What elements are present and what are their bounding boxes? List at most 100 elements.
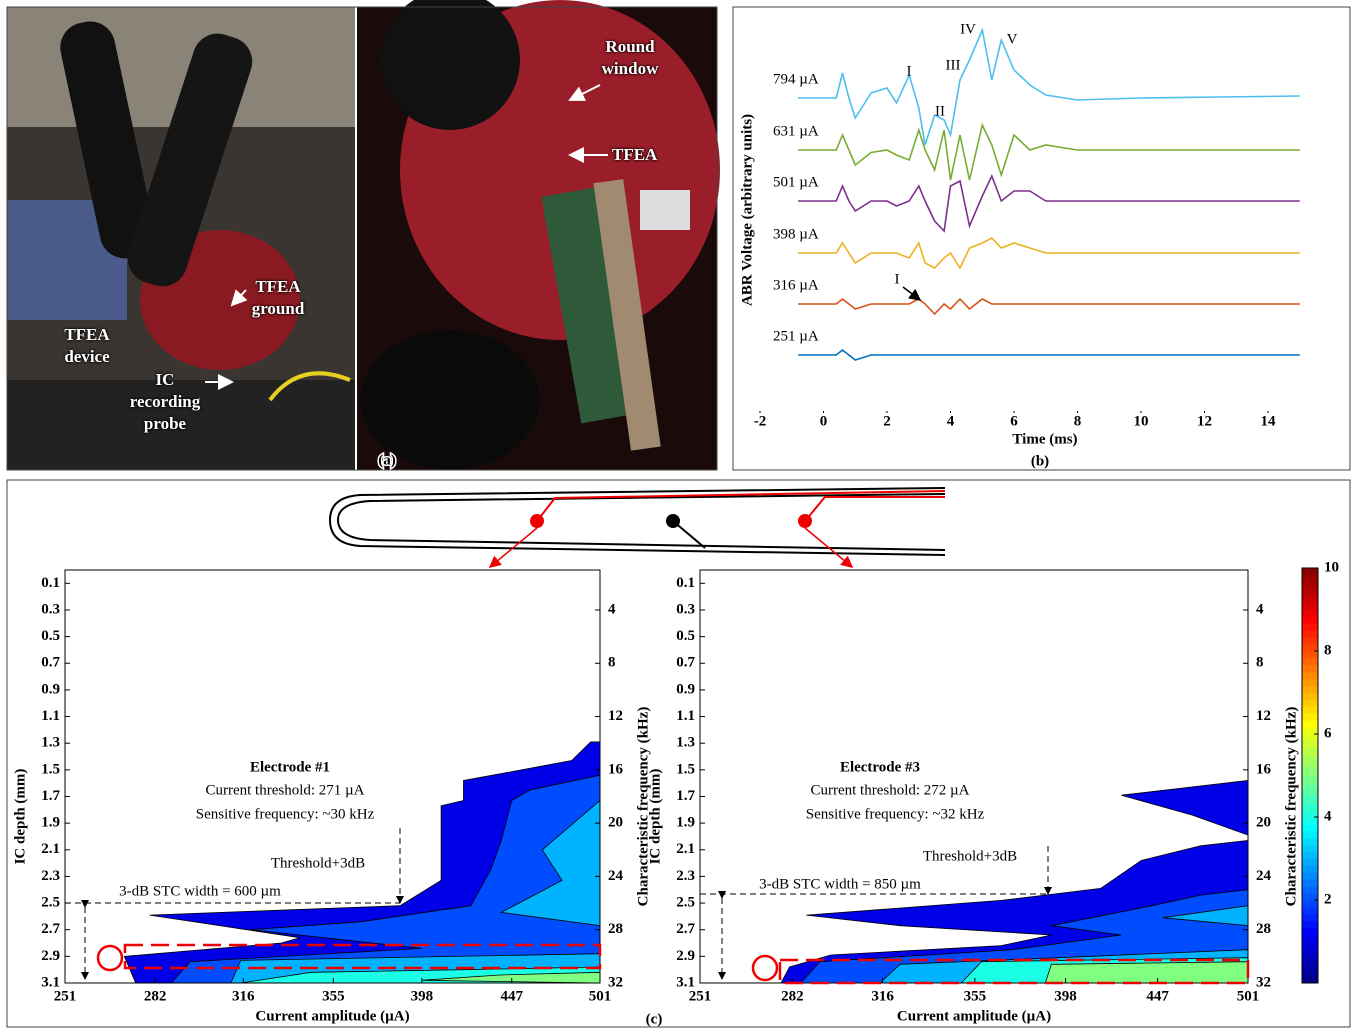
y-tick-label: 2.9 — [676, 948, 695, 964]
y-tick-label: 0.5 — [41, 628, 60, 644]
contour-band — [500, 799, 601, 927]
y-tick-label: 3.1 — [41, 974, 60, 990]
colorbar-cell — [1302, 851, 1318, 859]
colorbar-cell — [1302, 886, 1318, 894]
annotation: Electrode #3 — [840, 759, 920, 775]
y-tick-label: 1.1 — [41, 708, 60, 724]
x-tick-label: 501 — [1237, 988, 1260, 1004]
trace — [798, 173, 1300, 233]
y-tick-label: 3.1 — [676, 974, 695, 990]
peak-label: IV — [960, 21, 976, 37]
response-box — [123, 943, 602, 970]
y-tick-label: 2.3 — [676, 868, 695, 884]
x-tick-label: 251 — [689, 988, 712, 1004]
annotation: Current threshold: 271 µA — [205, 782, 364, 798]
trace-label: 631 µA — [773, 123, 819, 139]
x-tick-label: 398 — [1054, 988, 1077, 1004]
x-tick-label: 447 — [1146, 988, 1169, 1004]
trace — [798, 27, 1300, 146]
electrode-diagram — [328, 487, 946, 568]
colorbar-cell — [1302, 893, 1318, 901]
y-tick-label: 0.3 — [41, 601, 60, 617]
colorbar-cell — [1302, 768, 1318, 776]
peak-label: I — [895, 271, 900, 287]
x-axis-label: Current amplitude (µA) — [255, 1008, 409, 1024]
colorbar-cell — [1302, 837, 1318, 846]
trace — [798, 297, 1300, 316]
y-tick-label: 0.5 — [676, 628, 695, 644]
photo-label: Round window — [601, 37, 659, 78]
y2-tick-label: 28 — [1256, 921, 1271, 937]
contour-plot — [123, 741, 601, 984]
y2-axis-label: Characteristic frequency (kHz) — [635, 707, 651, 907]
peak-label: III — [946, 57, 961, 73]
colorbar-cell — [1302, 630, 1318, 638]
photo-label: IC recording probe — [129, 370, 201, 433]
colorbar-cell — [1302, 913, 1318, 922]
plot-frame — [64, 569, 601, 984]
annotation: Sensitive frequency: ~30 kHz — [196, 806, 375, 822]
peak-label: I — [907, 63, 912, 79]
colorbar-cell — [1302, 671, 1318, 680]
colorbar-cell — [1302, 941, 1318, 949]
y-tick-label: 1.7 — [676, 788, 695, 804]
y-tick-label: 2.9 — [41, 948, 60, 964]
colorbar-cell — [1302, 782, 1318, 790]
y-tick-label: 0.7 — [41, 655, 60, 671]
photo-label: TFEA device — [64, 325, 110, 366]
y-axis-label: IC depth (mm) — [647, 769, 663, 865]
x-tick-label: 0 — [820, 413, 828, 429]
y2-tick-label: 12 — [608, 708, 623, 724]
y-tick-label: 2.3 — [41, 868, 60, 884]
colorbar-cell — [1302, 734, 1318, 742]
x-tick-label: -2 — [754, 413, 767, 429]
colorbar-cell — [1302, 637, 1318, 645]
y2-tick-label: 8 — [608, 655, 616, 671]
colorbar-cell — [1302, 844, 1318, 853]
trace-label: 251 µA — [773, 328, 819, 344]
x-tick-label: 316 — [232, 988, 255, 1004]
colorbar-cell — [1302, 664, 1318, 673]
colorbar-cell — [1302, 948, 1318, 956]
y-tick-label: 2.7 — [41, 921, 60, 937]
y-tick-label: 1.5 — [41, 761, 60, 777]
x-axis-label: Current amplitude (µA) — [897, 1008, 1051, 1024]
colorbar-cell — [1302, 609, 1318, 617]
y2-tick-label: 8 — [1256, 655, 1264, 671]
colorbar-cell — [1302, 976, 1318, 984]
annotation: Sensitive frequency: ~32 kHz — [806, 806, 985, 822]
photo-left — [7, 7, 355, 470]
y2-tick-label: 28 — [608, 921, 623, 937]
colorbar-cell — [1302, 581, 1318, 590]
colorbar-cell — [1302, 623, 1318, 631]
y2-tick-label: 32 — [608, 974, 623, 990]
colorbar-cell — [1302, 934, 1318, 942]
colorbar-cell — [1302, 775, 1318, 783]
colorbar-cell — [1302, 761, 1318, 770]
y2-tick-label: 24 — [1256, 868, 1272, 884]
colorbar-cell — [1302, 796, 1318, 804]
trace-label: 794 µA — [773, 71, 819, 87]
colorbar-cell — [1302, 810, 1318, 818]
y-tick-label: 0.1 — [41, 575, 60, 591]
y-tick-label: 2.1 — [676, 841, 695, 857]
x-tick-label: 282 — [144, 988, 167, 1004]
x-tick-label: 501 — [589, 988, 612, 1004]
colorbar-cell — [1302, 920, 1318, 929]
x-axis-label: Time (ms) — [1012, 431, 1077, 447]
x-tick-label: 398 — [411, 988, 434, 1004]
colorbar-cell — [1302, 678, 1318, 687]
trace — [798, 237, 1300, 270]
peak-label: V — [1007, 31, 1018, 47]
colorbar-cell — [1302, 955, 1318, 963]
peak-arrow — [902, 286, 922, 301]
y-tick-label: 0.9 — [41, 681, 60, 697]
colorbar-cell — [1302, 568, 1318, 576]
colorbar-cell — [1302, 651, 1318, 659]
x-tick-label: 10 — [1134, 413, 1149, 429]
y2-tick-label: 16 — [608, 761, 624, 777]
peak-label: II — [935, 103, 945, 119]
annotation: Threshold+3dB — [271, 855, 365, 871]
panel-c-border — [6, 479, 1351, 1028]
